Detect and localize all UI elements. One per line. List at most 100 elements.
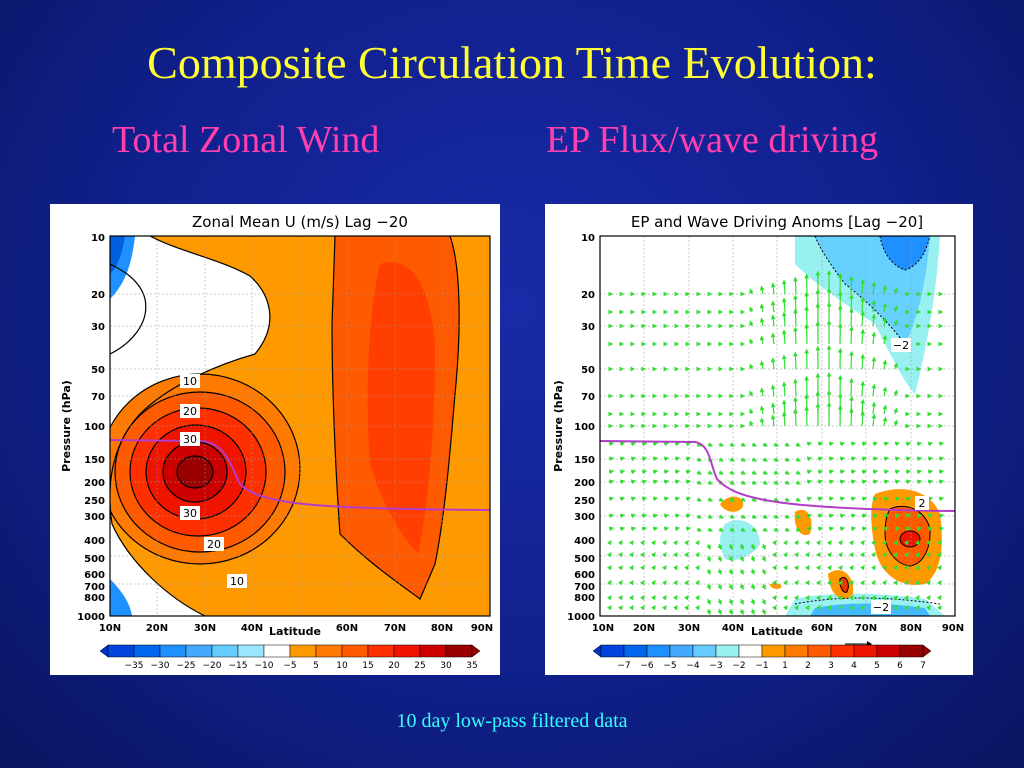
ep-flux-arrow <box>904 605 909 611</box>
ep-flux-arrow <box>729 527 736 532</box>
ep-flux-arrow <box>927 469 934 475</box>
ep-flux-arrow <box>817 456 824 462</box>
ep-flux-arrow <box>607 540 612 546</box>
ep-flux-arrow <box>882 334 888 345</box>
ep-flux-arrow <box>806 469 813 475</box>
ep-flux-arrow <box>872 456 879 462</box>
ep-flux-arrow <box>749 390 754 397</box>
ep-flux-arrow <box>827 595 832 601</box>
y-tick: 100 <box>574 422 595 433</box>
ep-flux-arrow <box>750 555 755 563</box>
ep-flux-arrow <box>696 480 703 485</box>
ep-flux-arrow <box>729 442 736 447</box>
ep-flux-arrow <box>607 605 612 611</box>
ep-flux-arrow <box>759 360 765 370</box>
ep-flux-arrow <box>916 513 923 519</box>
ep-flux-arrow <box>915 605 920 611</box>
ep-flux-arrow <box>860 353 866 370</box>
ep-flux-arrow <box>817 526 824 532</box>
ep-flux-arrow <box>893 407 898 415</box>
ep-flux-arrow <box>871 580 876 586</box>
ep-flux-arrow <box>739 608 744 616</box>
ep-flux-arrow <box>773 497 780 502</box>
ep-flux-arrow <box>772 565 777 571</box>
ep-flux-arrow <box>695 565 700 571</box>
ep-flux-arrow <box>662 605 667 611</box>
ep-flux-arrow <box>905 456 912 462</box>
ep-flux-arrow <box>762 442 769 447</box>
ep-flux-arrow <box>827 552 832 558</box>
ep-flux-arrow <box>608 479 615 485</box>
ep-flux-arrow <box>805 595 810 601</box>
ep-flux-arrow <box>607 595 612 601</box>
ep-flux-arrow <box>717 555 722 563</box>
ep-flux-arrow <box>849 605 854 611</box>
ep-flux-arrow <box>740 497 747 502</box>
ep-flux-arrow <box>673 580 678 586</box>
y-tick: 250 <box>84 496 105 507</box>
ep-flux-arrow <box>905 441 912 447</box>
ep-flux-arrow <box>749 320 754 327</box>
ep-flux-arrow <box>860 278 866 295</box>
x-tick: 20N <box>146 623 168 634</box>
ep-flux-arrow <box>849 350 854 370</box>
y-tick: 20 <box>581 290 595 301</box>
colorbar-label: −3 <box>709 661 722 671</box>
ep-flux-arrow <box>904 580 909 586</box>
ep-flux-arrow <box>839 526 846 532</box>
ep-flux-arrow <box>882 565 887 571</box>
ep-flux-arrow <box>882 552 887 558</box>
ep-flux-arrow <box>619 456 626 462</box>
ep-flux-arrow <box>795 470 802 475</box>
ep-flux-arrow <box>927 441 934 447</box>
ep-flux-arrow <box>849 307 854 327</box>
colorbar-label: 7 <box>920 661 926 671</box>
ep-flux-arrow <box>926 565 931 571</box>
ep-flux-arrow <box>740 480 747 485</box>
ep-flux-arrow <box>784 497 791 502</box>
x-tick: 30N <box>194 623 216 634</box>
footer-note: 10 day low-pass filtered data <box>396 710 628 732</box>
ep-flux-arrow <box>685 469 692 475</box>
tropopause-line <box>600 440 955 512</box>
colorbar-label: 20 <box>388 661 400 671</box>
ep-flux-arrow <box>794 580 799 586</box>
y-tick: 50 <box>581 365 595 376</box>
tropopause-line <box>110 439 490 511</box>
ep-flux-arrow <box>781 329 787 345</box>
ep-flux-arrow <box>894 469 901 475</box>
ep-flux-arrow <box>759 405 765 415</box>
ep-flux-arrow <box>629 552 634 558</box>
ep-flux-arrow <box>729 497 736 502</box>
colorbar-label: 5 <box>874 661 880 671</box>
ep-flux-arrow <box>894 513 901 519</box>
y-tick: 100 <box>84 422 105 433</box>
ep-flux-arrow <box>770 357 776 370</box>
colorbar-label: 1 <box>782 661 788 671</box>
ep-flux-arrow <box>751 457 758 462</box>
ep-flux-arrow <box>904 565 909 571</box>
ep-flux-arrow <box>893 305 898 313</box>
ep-flux-arrow <box>882 316 888 327</box>
ep-flux-arrow <box>772 580 777 586</box>
ep-flux-arrow <box>904 540 909 546</box>
ep-flux-arrow <box>739 598 744 606</box>
ep-flux-arrow <box>608 469 615 475</box>
ep-flux-arrow <box>717 568 722 576</box>
colorbar-label: 3 <box>828 661 834 671</box>
ep-flux-arrow <box>607 580 612 586</box>
ep-flux-arrow <box>770 282 776 295</box>
ep-flux-arrow <box>816 595 821 601</box>
ep-flux-arrow <box>652 469 659 475</box>
ep-flux-arrow <box>641 513 648 519</box>
ep-flux-arrow <box>860 410 866 427</box>
ep-flux-arrow <box>817 441 824 447</box>
ep-flux-arrow <box>927 526 934 532</box>
ep-flux-arrow <box>651 580 656 586</box>
ep-flux-arrow <box>882 595 887 601</box>
ep-flux-arrow <box>739 543 744 551</box>
ep-flux-arrow <box>761 608 766 616</box>
ep-flux-arrow <box>827 605 832 611</box>
colorbar-label: 6 <box>897 661 903 671</box>
ep-flux-arrow <box>793 378 798 397</box>
